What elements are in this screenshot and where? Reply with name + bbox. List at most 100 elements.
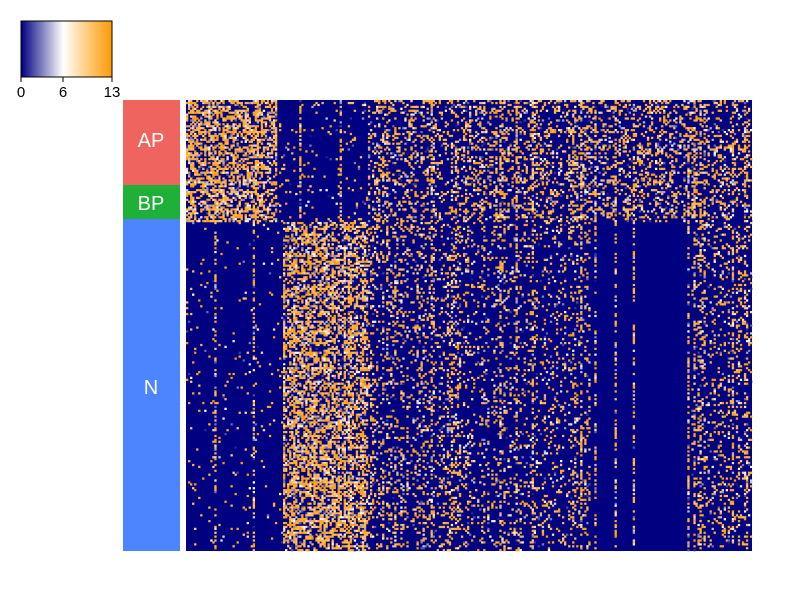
heatmap-cell bbox=[270, 130, 274, 134]
heatmap-cell bbox=[188, 111, 191, 114]
heatmap-cell bbox=[208, 179, 211, 182]
heatmap-cell bbox=[570, 208, 573, 211]
heatmap-cell bbox=[719, 208, 722, 211]
heatmap-cell bbox=[652, 181, 656, 184]
heatmap-cell bbox=[386, 206, 389, 209]
heatmap-cell bbox=[549, 127, 553, 130]
heatmap-cell bbox=[208, 121, 211, 124]
heatmap-cell bbox=[675, 111, 678, 114]
heatmap-cell bbox=[264, 171, 268, 174]
heatmap-cell bbox=[378, 123, 381, 126]
heatmap-cell bbox=[618, 212, 621, 215]
heatmap-cell bbox=[252, 125, 256, 128]
heatmap-cell bbox=[737, 129, 741, 132]
heatmap-cell bbox=[212, 101, 215, 105]
heatmap-cell bbox=[198, 160, 201, 163]
heatmap-cell bbox=[196, 177, 199, 180]
heatmap-cell bbox=[430, 103, 433, 107]
heatmap-cell bbox=[224, 160, 227, 163]
heatmap-cell bbox=[236, 187, 239, 190]
heatmap-cell bbox=[580, 119, 583, 122]
heatmap-cell bbox=[602, 161, 605, 165]
heatmap-cell bbox=[218, 119, 221, 122]
heatmap-cell bbox=[721, 202, 724, 205]
heatmap-cell bbox=[501, 171, 504, 174]
heatmap-cell bbox=[659, 163, 662, 167]
heatmap-cell bbox=[541, 140, 545, 143]
heatmap-cell bbox=[584, 183, 587, 186]
heatmap-cell bbox=[430, 181, 433, 184]
heatmap-cell bbox=[568, 134, 571, 138]
heatmap-cell bbox=[204, 150, 207, 153]
heatmap-cell bbox=[220, 192, 223, 196]
heatmap-cell bbox=[568, 171, 571, 174]
heatmap-cell bbox=[250, 200, 254, 203]
heatmap-cell bbox=[218, 190, 221, 194]
heatmap-cell bbox=[432, 125, 435, 128]
heatmap-cell bbox=[242, 119, 245, 122]
heatmap-cell bbox=[731, 154, 735, 157]
heatmap-cell bbox=[434, 185, 437, 188]
heatmap-cell bbox=[539, 148, 543, 151]
heatmap-cell bbox=[731, 148, 735, 151]
heatmap-cell bbox=[376, 200, 379, 203]
heatmap-cell bbox=[687, 101, 690, 105]
heatmap-cell bbox=[224, 212, 227, 215]
heatmap-cell bbox=[315, 101, 318, 105]
heatmap-cell bbox=[448, 212, 452, 215]
heatmap-cell bbox=[254, 208, 258, 211]
heatmap-cell bbox=[186, 125, 189, 128]
heatmap-cell bbox=[559, 165, 563, 169]
heatmap-cell bbox=[493, 194, 496, 198]
heatmap-cell bbox=[555, 200, 559, 203]
heatmap-cell bbox=[382, 173, 385, 176]
heatmap-cell bbox=[246, 132, 249, 136]
heatmap-cell bbox=[210, 196, 213, 200]
heatmap-cell bbox=[493, 214, 496, 217]
heatmap-cell bbox=[582, 181, 585, 184]
heatmap-cell bbox=[547, 173, 551, 176]
heatmap-cell bbox=[386, 113, 389, 116]
heatmap-cell bbox=[196, 100, 199, 103]
heatmap-cell bbox=[545, 200, 549, 203]
heatmap-cell bbox=[252, 179, 256, 182]
heatmap-cell bbox=[733, 158, 737, 161]
heatmap-cell bbox=[214, 161, 217, 165]
heatmap-cell bbox=[665, 206, 668, 209]
heatmap-cell bbox=[602, 100, 605, 103]
heatmap-cell bbox=[622, 200, 625, 203]
heatmap-cell bbox=[469, 113, 472, 116]
heatmap-cell bbox=[551, 156, 555, 159]
heatmap-background bbox=[186, 100, 752, 551]
heatmap-cell bbox=[204, 123, 207, 126]
heatmap-cell bbox=[620, 100, 623, 103]
heatmap-cell bbox=[699, 148, 702, 151]
heatmap-cell bbox=[420, 138, 423, 141]
heatmap-cell bbox=[246, 119, 249, 122]
heatmap-cell bbox=[747, 163, 751, 167]
heatmap-cell bbox=[327, 194, 330, 198]
heatmap-cell bbox=[624, 105, 627, 109]
heatmap-cell bbox=[640, 161, 644, 165]
heatmap-cell bbox=[192, 134, 195, 138]
heatmap-cell bbox=[685, 189, 688, 192]
heatmap-cell bbox=[190, 148, 193, 151]
heatmap-cell bbox=[268, 119, 272, 122]
heatmap-cell bbox=[186, 179, 189, 182]
heatmap-cell bbox=[584, 154, 587, 157]
heatmap-cell bbox=[479, 107, 482, 110]
heatmap-cell bbox=[190, 111, 193, 114]
heatmap-cell bbox=[553, 189, 557, 192]
heatmap-cell bbox=[256, 150, 260, 153]
heatmap-cell bbox=[675, 103, 678, 107]
heatmap-cell bbox=[602, 192, 605, 196]
heatmap-cell bbox=[210, 117, 213, 120]
heatmap-cell bbox=[646, 192, 650, 196]
heatmap-cell bbox=[745, 160, 749, 163]
heatmap-cell bbox=[574, 119, 577, 122]
heatmap-cell bbox=[190, 115, 193, 118]
heatmap-cell bbox=[367, 140, 371, 143]
heatmap-cell bbox=[246, 185, 249, 188]
heatmap-cell bbox=[743, 144, 747, 147]
heatmap-cell bbox=[656, 100, 660, 103]
